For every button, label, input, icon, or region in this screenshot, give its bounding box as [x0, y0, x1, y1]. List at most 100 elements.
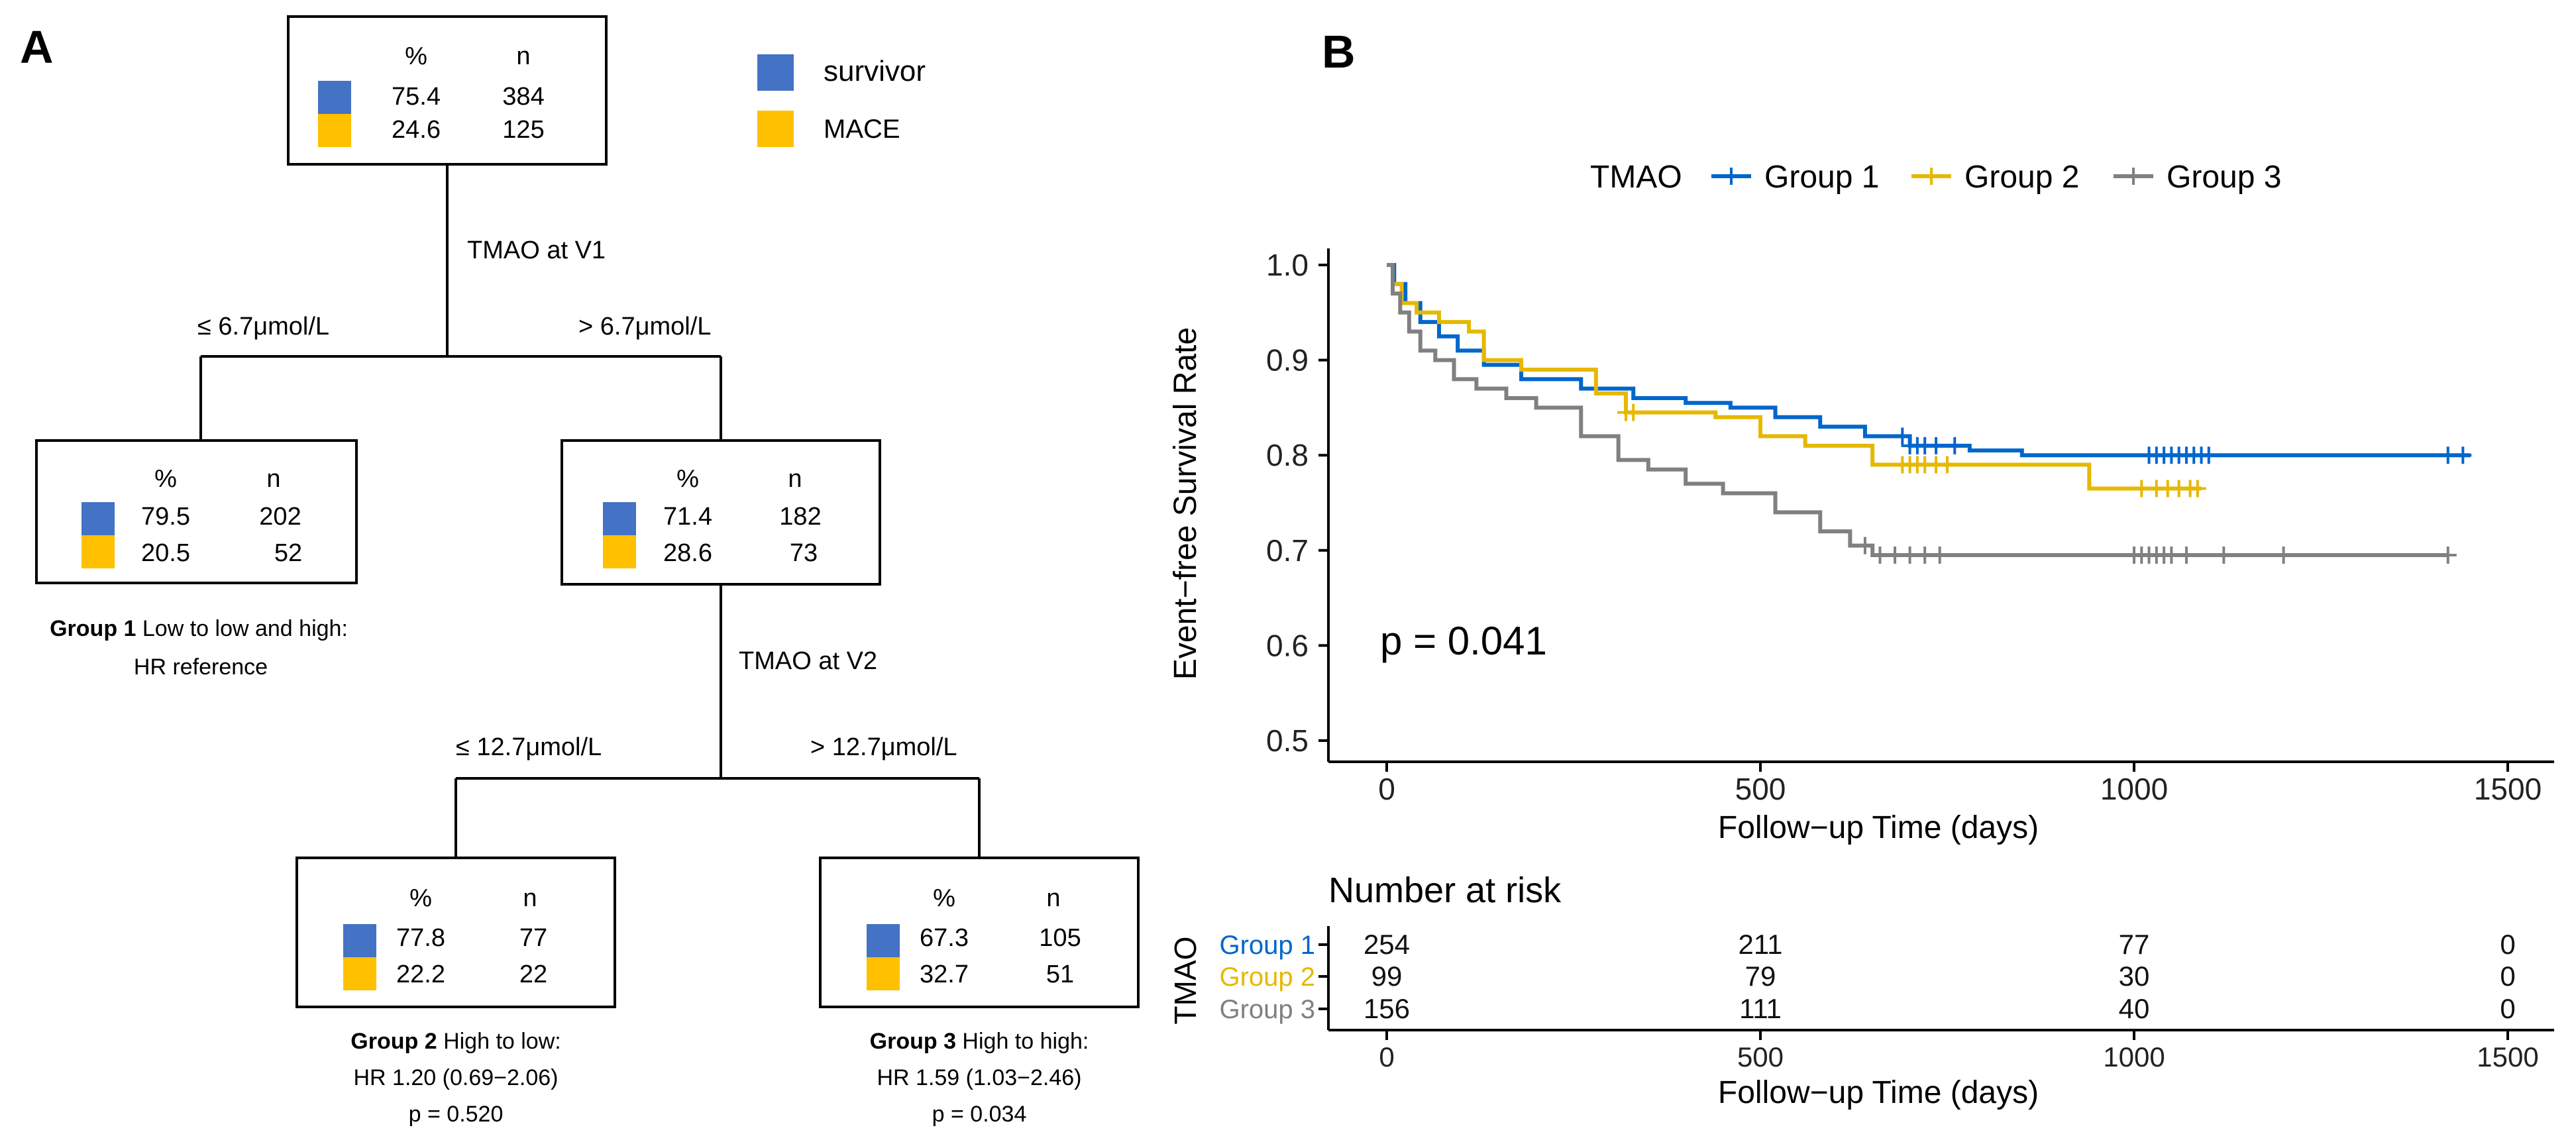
censor-mark	[2215, 546, 2233, 564]
group2-caption-line3: p = 0.520	[409, 1102, 504, 1127]
risk-row-label: Group 1	[1219, 931, 1315, 960]
risk-axes: 0 500 1000 1500	[1318, 926, 2554, 1072]
legend-swatch-mace	[757, 111, 794, 147]
tree-connectors	[199, 164, 981, 858]
survivor-swatch	[867, 924, 900, 957]
censor-mark	[2177, 546, 2195, 564]
risk-count: 254	[1364, 929, 1410, 960]
risk-row-label: Group 3	[1219, 995, 1315, 1024]
legend-label: Group 1	[1764, 160, 1879, 195]
mace-n: 52	[274, 539, 302, 567]
tree-node-group1: % n 79.5 202 20.5 52	[35, 439, 358, 584]
n-header: n	[516, 42, 530, 70]
censor-mark	[1625, 403, 1642, 421]
risk-count: 0	[2500, 961, 2515, 992]
legend-label: Group 2	[1964, 160, 2079, 195]
censor-mark	[1927, 437, 1945, 454]
y-tick-label: 0.6	[1266, 628, 1309, 662]
survivor-swatch	[343, 924, 376, 957]
split1-right-label: > 6.7μmol/L	[578, 313, 711, 340]
risk-count: 111	[1739, 993, 1782, 1024]
censor-mark	[2200, 446, 2218, 464]
split2-label: TMAO at V2	[739, 647, 877, 675]
mace-n: 73	[790, 539, 818, 567]
km-axes: 0.5 0.6 0.7 0.8 0.9 1.0 0 500 1000 1500	[1266, 248, 2554, 806]
x-tick-label: 1000	[2100, 772, 2168, 806]
risk-count: 77	[2119, 929, 2150, 960]
risk-count: 30	[2119, 961, 2150, 992]
mace-swatch	[343, 957, 376, 990]
censor-mark	[2454, 446, 2472, 464]
survivor-n: 182	[779, 503, 821, 531]
risk-count: 99	[1371, 961, 1403, 992]
legend-marker	[2125, 168, 2142, 185]
km-curve-group-1	[1387, 263, 2471, 458]
risk-x-tick-label: 1000	[2103, 1041, 2165, 1072]
group3-caption-line1: Group 3 High to high:	[870, 1029, 1089, 1054]
risk-count: 0	[2500, 929, 2515, 960]
survivor-n: 105	[1039, 924, 1081, 952]
censor-mark	[1886, 546, 1904, 564]
pct-header: %	[405, 42, 427, 70]
legend-marker	[1923, 168, 1940, 185]
split2-left-label: ≤ 12.7μmol/L	[456, 733, 602, 761]
mace-n: 51	[1046, 961, 1074, 988]
group3-caption-line2: HR 1.59 (1.03−2.46)	[877, 1065, 1081, 1090]
y-tick-label: 0.7	[1266, 533, 1309, 568]
n-header: n	[1046, 884, 1060, 912]
group2-caption-line1: Group 2 High to low:	[350, 1029, 561, 1054]
x-tick-label: 1500	[2474, 772, 2542, 806]
censor-mark	[1939, 456, 1956, 474]
survivor-n: 202	[259, 503, 301, 531]
risk-x-tick-label: 1500	[2477, 1041, 2538, 1072]
group2-caption-line2: HR 1.20 (0.69−2.06)	[353, 1065, 558, 1090]
km-curve-group-3	[1387, 263, 2448, 557]
mace-swatch	[867, 957, 900, 990]
split1-left-label: ≤ 6.7μmol/L	[197, 313, 329, 340]
survivor-pct: 71.4	[663, 503, 712, 531]
risk-count: 156	[1364, 993, 1410, 1024]
y-tick-label: 1.0	[1266, 248, 1309, 282]
risk-count: 79	[1745, 961, 1776, 992]
x-tick-label: 500	[1735, 772, 1786, 806]
censor-mark	[1901, 546, 1919, 564]
censor-mark	[2163, 546, 2180, 564]
km-curve-group-2	[1387, 263, 2202, 491]
mace-pct: 32.7	[920, 961, 969, 988]
pct-header: %	[676, 465, 699, 493]
survivor-n: 384	[502, 83, 544, 111]
censor-mark	[1856, 537, 1874, 554]
censor-mark	[2439, 446, 2457, 464]
censor-mark	[2133, 480, 2151, 497]
risk-x-tick-label: 500	[1737, 1041, 1784, 1072]
x-tick-label: 0	[1378, 772, 1395, 806]
censor-mark	[2439, 546, 2457, 564]
n-header: n	[788, 465, 802, 493]
km-censors	[1617, 403, 2472, 564]
censor-mark	[2188, 480, 2206, 497]
risk-count: 211	[1739, 929, 1783, 960]
mace-swatch	[318, 114, 351, 147]
legend-swatch-survivor	[757, 54, 794, 91]
censor-mark	[1894, 427, 1911, 445]
split2-right-label: > 12.7μmol/L	[810, 733, 957, 761]
mace-pct: 28.6	[663, 539, 712, 567]
risk-row-label: Group 2	[1219, 963, 1315, 992]
mace-pct: 24.6	[392, 116, 441, 144]
mace-pct: 20.5	[141, 539, 190, 567]
tree-node-group2: % n 77.8 77 22.2 22	[295, 857, 616, 1008]
n-header: n	[266, 465, 280, 493]
pct-header: %	[409, 884, 432, 912]
risk-x-axis-title: Follow−up Time (days)	[1718, 1075, 2039, 1110]
tree-node-mid: % n 71.4 182 28.6 73	[561, 439, 881, 586]
risk-table-title: Number at risk	[1328, 870, 1562, 910]
p-value: p = 0.041	[1380, 619, 1547, 663]
mace-swatch	[603, 535, 636, 568]
risk-count: 40	[2119, 993, 2150, 1024]
mace-pct: 22.2	[396, 961, 445, 988]
legend-marker	[1723, 168, 1740, 185]
legend-title: TMAO	[1590, 160, 1682, 195]
y-tick-label: 0.9	[1266, 343, 1309, 378]
